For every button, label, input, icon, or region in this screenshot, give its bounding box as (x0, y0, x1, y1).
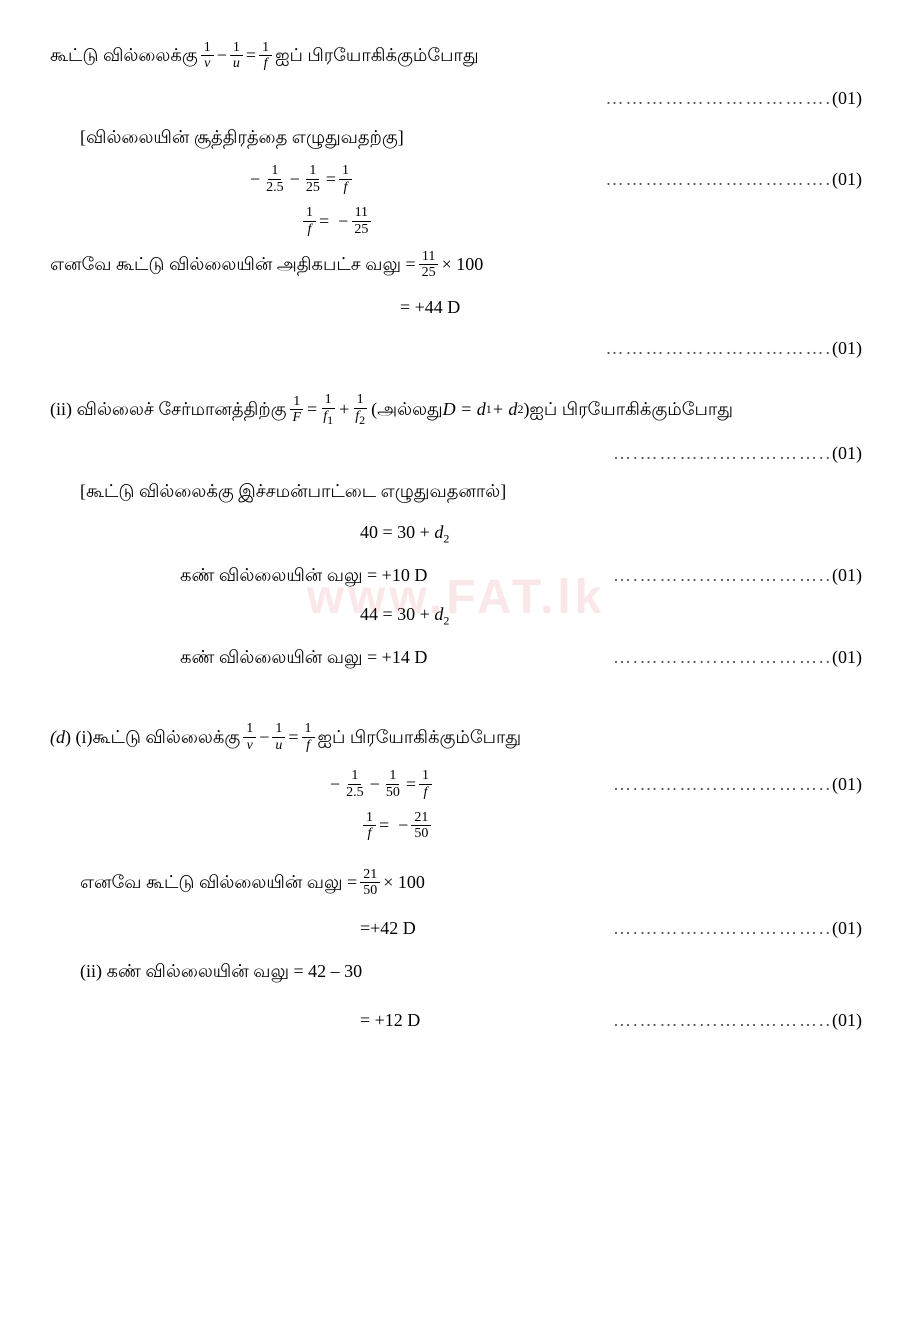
sec3-ii: (ii) கண் வில்லையின் வலு = 42 – 30 (50, 957, 862, 986)
result: = +12 D (50, 1006, 420, 1035)
sec1-line1-suffix: ஐப் பிரயோகிக்கும்போது (275, 41, 479, 70)
sec1-line3-prefix: எனவே கூட்டு வில்லையின் அதிகபட்ச வலு = (50, 250, 416, 279)
frac: 1f (339, 163, 352, 195)
dots: ……………………………. (606, 84, 833, 113)
sec3-line1: (d) (i) கூட்டு வில்லைக்கு 1v − 1u = 1f ஐ… (50, 721, 862, 753)
sec1-mark1-line: ……………………………. (01) (50, 84, 862, 113)
frac-1v: 1v (243, 721, 256, 753)
frac-1u: 1u (230, 40, 243, 72)
frac-1u: 1u (272, 721, 285, 753)
sec1-line2: [வில்லையின் சூத்திரத்தை எழுதுவதற்கு] (50, 123, 862, 152)
dots: ……………………………. (606, 334, 833, 363)
neg: − (250, 165, 260, 194)
sec1-line1-text: கூட்டு வில்லைக்கு (50, 41, 198, 70)
minus: − (290, 165, 300, 194)
equals: = (288, 723, 298, 752)
plus: + (339, 395, 349, 424)
sec3-result-line: =+42 D ….………...…………….. (01) (50, 914, 862, 943)
minus: − (370, 770, 380, 799)
frac: 12.5 (343, 768, 367, 800)
sec3-line3: எனவே கூட்டு வில்லையின் வலு = 2150 × 100 (50, 867, 862, 899)
sec3-suffix: ஐப் பிரயோகிக்கும்போது (318, 723, 522, 752)
lens-text: கண் வில்லையின் வலு = +14 D (50, 643, 427, 672)
sec1-line3: எனவே கூட்டு வில்லையின் அதிகபட்ச வலு = 11… (50, 249, 862, 281)
frac-1v: 1v (201, 40, 214, 72)
sec1-line1: கூட்டு வில்லைக்கு 1v − 1u = 1f ஐப் பிரயோ… (50, 40, 862, 72)
mark-01: (01) (832, 334, 862, 363)
sec2-eq2: 44 = 30 + d2 (50, 600, 862, 631)
frac: 1125 (419, 249, 439, 281)
dots: ….………...…………….. (613, 770, 832, 799)
equals: = − (319, 207, 348, 236)
frac: 125 (303, 163, 323, 195)
frac-1f: 1f (259, 40, 272, 72)
frac-1f: 1f (302, 721, 315, 753)
neg: − (330, 770, 340, 799)
sec2-lens2-line: கண் வில்லையின் வலு = +14 D ….………...……………… (50, 643, 862, 672)
equals: = (406, 770, 416, 799)
minus: − (259, 723, 269, 752)
frac: 12.5 (263, 163, 287, 195)
d-var: D = d (443, 395, 486, 424)
sec3-ii-result-line: = +12 D ….………...…………….. (01) (50, 1006, 862, 1035)
minus: − (217, 41, 227, 70)
dots: ….………...…………….. (613, 439, 832, 468)
sec3-prefix: கூட்டு வில்லைக்கு (92, 723, 240, 752)
frac: 1f (419, 768, 432, 800)
alt-text: (அல்லது (371, 395, 443, 424)
sec1-line3-suffix: × 100 (442, 250, 484, 279)
d-var2: + d (492, 395, 518, 424)
sec2-prefix: (ii) வில்லைச் சேர்மானத்திற்கு (50, 395, 286, 424)
mark-01: (01) (832, 643, 862, 672)
sec3-line3-suffix: × 100 (383, 868, 425, 897)
frac: 2150 (411, 810, 431, 842)
mark-01: (01) (832, 770, 862, 799)
equals: = (326, 165, 336, 194)
dots: ….………...…………….. (613, 561, 832, 590)
lens-text: கண் வில்லையின் வலு = +10 D (50, 561, 427, 590)
sec1-eq1-line: − 12.5 − 125 = 1f ……………………………. (01) (50, 163, 862, 195)
sec1-result: = +44 D (50, 293, 862, 322)
dots: ….………...…………….. (613, 643, 832, 672)
frac: 1f1 (320, 392, 336, 426)
dots: ….………...…………….. (613, 914, 832, 943)
frac: 1f (363, 810, 376, 842)
sec2-lens1-line: கண் வில்லையின் வலு = +10 D ….………...……………… (50, 561, 862, 590)
frac: 2150 (360, 867, 380, 899)
dots: ……………………………. (606, 165, 833, 194)
sec2-line1: (ii) வில்லைச் சேர்மானத்திற்கு 1F = 1f1 +… (50, 392, 862, 426)
eq: = (307, 395, 317, 424)
frac: 1125 (351, 205, 371, 237)
equals: = − (379, 811, 408, 840)
mark-01: (01) (832, 165, 862, 194)
dots: ….………...…………….. (613, 1006, 832, 1035)
sec2-mark4-line: ….………...…………….. (01) (50, 439, 862, 468)
frac: 1f (303, 205, 316, 237)
mark-01: (01) (832, 561, 862, 590)
mark-01: (01) (832, 439, 862, 468)
frac: 1f2 (352, 392, 368, 426)
sec2-eq1: 40 = 30 + d2 (50, 518, 862, 549)
mark-01: (01) (832, 1006, 862, 1035)
frac: 1F (289, 394, 304, 426)
mark-01: (01) (832, 914, 862, 943)
mark-01: (01) (832, 84, 862, 113)
frac: 150 (383, 768, 403, 800)
sec3-eq1-line: − 12.5 − 150 = 1f ….………...…………….. (01) (50, 768, 862, 800)
sec3-eq2: 1f = − 2150 (50, 810, 862, 842)
sec1-mark3-line: ……………………………. (01) (50, 334, 862, 363)
equals: = (246, 41, 256, 70)
sec1-eq2: 1f = − 1125 (50, 205, 862, 237)
close: )ஐப் பிரயோகிக்கும்போது (523, 395, 733, 424)
sec2-line2: [கூட்டு வில்லைக்கு இச்சமன்பாட்டை எழுதுவத… (50, 477, 862, 506)
sec3-line3-prefix: எனவே கூட்டு வில்லையின் வலு = (80, 868, 357, 897)
result: =+42 D (50, 914, 416, 943)
